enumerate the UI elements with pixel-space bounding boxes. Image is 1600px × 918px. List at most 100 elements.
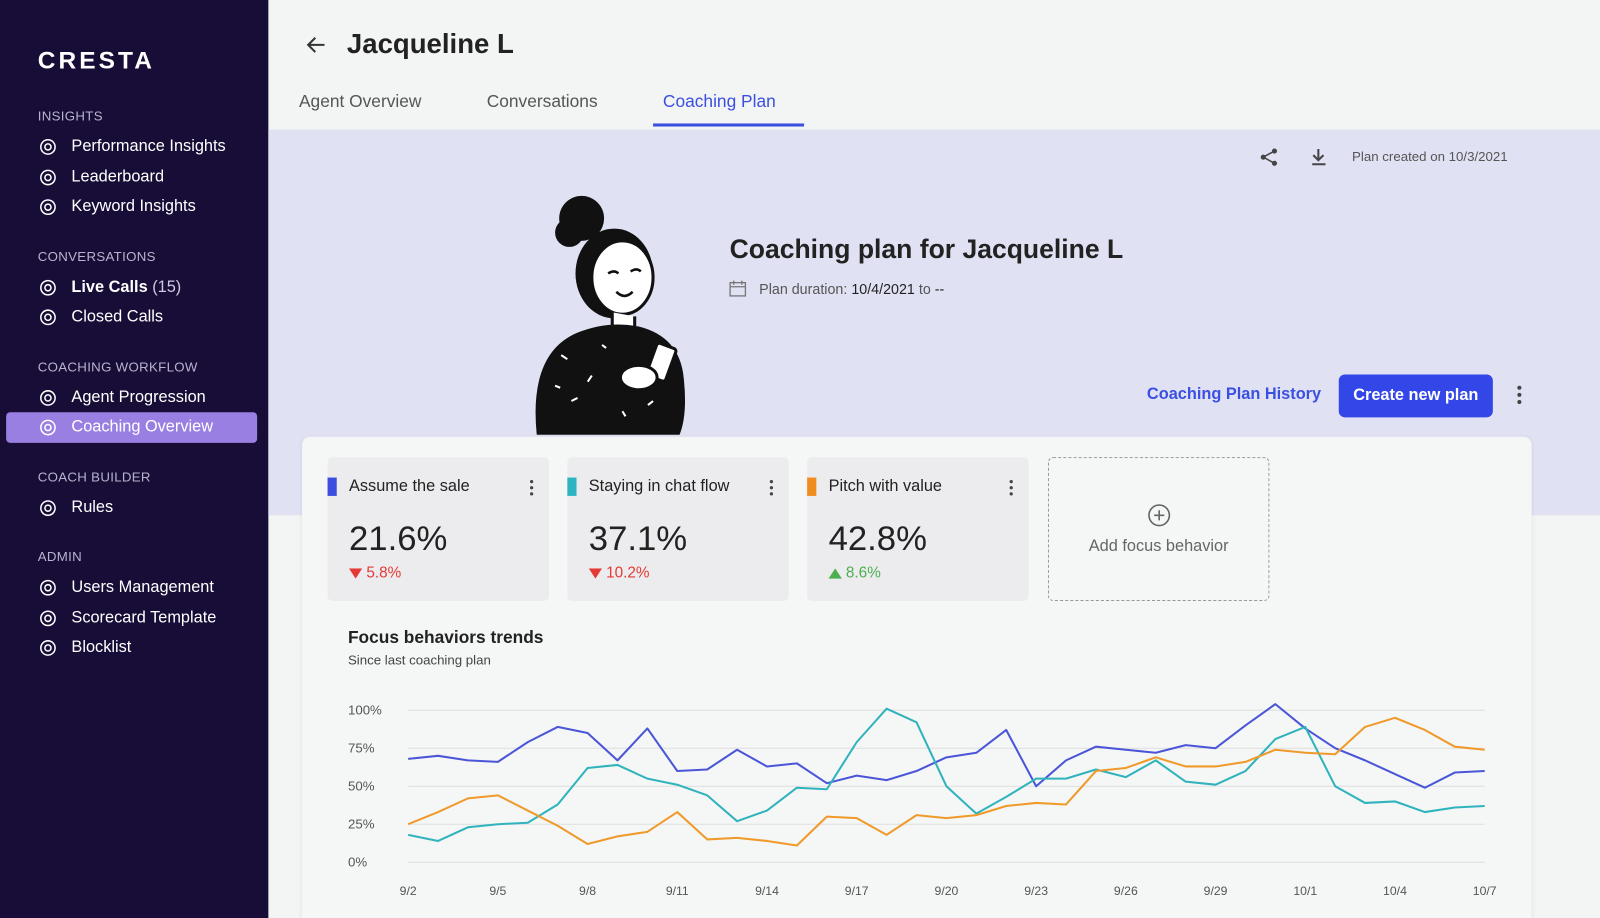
icon-shape	[44, 393, 52, 402]
history-link[interactable]: Coaching Plan History	[1146, 385, 1322, 404]
nav-label: Users Management	[71, 578, 214, 596]
nav-item[interactable]: Keyword Insights	[6, 192, 257, 222]
x-tick-label: 9/29	[1204, 884, 1228, 898]
x-tick-label: 9/17	[845, 884, 869, 898]
y-tick-label: 25%	[348, 816, 375, 831]
icon-shape	[44, 173, 52, 181]
nav-item[interactable]: Performance Insights	[6, 132, 257, 162]
metric-card: Staying in chat flow 37.1% 10.2%	[567, 457, 789, 602]
create-button[interactable]: Create new plan	[1338, 374, 1493, 418]
metric-arrow	[348, 568, 363, 579]
y-tick-label: 75%	[348, 740, 375, 755]
metric-value: 37.1%	[588, 519, 688, 559]
nav-icon	[40, 309, 56, 326]
nav-label: Performance Insights	[71, 137, 226, 156]
icon-shape	[44, 614, 52, 622]
icon-shape	[40, 389, 56, 406]
nav-section-title: CONVERSATIONS	[37, 248, 156, 264]
nav-item[interactable]: Agent Progression	[6, 382, 257, 412]
plan-title: Coaching plan for Jacqueline L	[729, 233, 1124, 265]
icon-shape	[40, 139, 56, 155]
x-tick-label: 10/4	[1383, 884, 1407, 898]
icon-shape	[44, 313, 52, 322]
nav-item[interactable]: Scorecard Template	[6, 603, 257, 633]
trend-line	[408, 703, 1485, 789]
metric-menu	[769, 479, 774, 496]
nav-section-title: INSIGHTS	[37, 108, 103, 124]
calendar-icon	[729, 280, 747, 297]
x-tick-label: 9/5	[489, 884, 506, 898]
icon-shape	[44, 583, 52, 592]
nav-label: Agent Progression	[71, 388, 206, 406]
duration-label: Plan duration:	[759, 280, 848, 297]
dot	[769, 486, 774, 490]
nav-icon	[40, 139, 56, 155]
nav-item[interactable]: Users Management	[6, 572, 257, 602]
nav-item[interactable]: Leaderboard	[6, 162, 257, 192]
icon-shape	[40, 279, 56, 296]
more-menu[interactable]	[1512, 385, 1526, 407]
arrow-shape	[588, 568, 603, 579]
icon-shape	[40, 309, 56, 326]
x-tick-label: 9/2	[400, 884, 417, 898]
metric-change: 10.2%	[606, 564, 650, 582]
tab[interactable]: Conversations	[486, 91, 598, 112]
metric-color	[327, 477, 337, 496]
nav-section-title: COACHING WORKFLOW	[37, 358, 198, 374]
dot	[1009, 479, 1013, 484]
metric-card: Assume the sale 21.6% 5.8%	[327, 457, 549, 602]
nav-section: ADMIN Users Management Scorecard Template B…	[0, 549, 268, 663]
back-button[interactable]	[304, 33, 328, 57]
metric-menu	[529, 479, 534, 496]
nav-section: COACH BUILDER Rules	[0, 469, 268, 523]
nav-icon	[40, 279, 56, 296]
nav-section-title: COACH BUILDER	[37, 468, 151, 485]
nav-label: Leaderboard	[71, 167, 165, 186]
nav-icon	[40, 499, 56, 516]
dot	[1009, 492, 1013, 496]
dot	[769, 492, 774, 496]
download-icon[interactable]	[1309, 147, 1329, 167]
nav-item[interactable]: Blocklist	[6, 633, 257, 663]
tabs: Agent Overview Conversations Coaching Plan	[299, 90, 841, 127]
nav-icon	[40, 389, 56, 406]
nav-label: Live Calls	[71, 278, 148, 296]
tab[interactable]: Coaching Plan	[652, 90, 804, 127]
metric-name: Staying in chat flow	[588, 477, 730, 495]
nav-section: INSIGHTS Performance Insights Leaderboard K…	[0, 108, 268, 222]
dot	[529, 486, 534, 490]
icon-shape	[44, 143, 52, 151]
share-icon[interactable]	[1259, 147, 1279, 167]
dot	[1009, 486, 1013, 490]
x-tick-label: 9/8	[579, 884, 596, 898]
metric-name: Assume the sale	[348, 477, 470, 495]
metric-name: Pitch with value	[828, 477, 943, 495]
metric-arrow	[588, 568, 603, 579]
nav-item[interactable]: Live Calls (15)	[6, 272, 257, 302]
icon-shape	[40, 169, 56, 185]
illustration	[535, 195, 686, 435]
add-focus[interactable]: Add focus behavior	[1047, 457, 1270, 602]
nav-item[interactable]: Closed Calls	[6, 302, 257, 332]
nav-label: Closed Calls	[71, 308, 164, 326]
nav-item[interactable]: Rules	[6, 492, 257, 522]
dot	[529, 479, 534, 484]
tab[interactable]: Agent Overview	[298, 91, 422, 112]
chart-title: Focus behaviors trends	[348, 627, 543, 647]
nav-icon	[40, 640, 56, 656]
x-tick-label: 9/20	[935, 884, 959, 898]
dot	[529, 492, 534, 496]
sidebar: CRESTA INSIGHTS Performance Insights Leade…	[0, 0, 269, 918]
icon-shape	[44, 503, 52, 512]
duration-to: to	[918, 280, 931, 297]
icon-shape	[40, 499, 56, 516]
metric-arrow	[828, 568, 842, 579]
nav-item[interactable]: Coaching Overview	[6, 412, 258, 443]
icon-shape	[44, 203, 52, 211]
x-tick-label: 9/26	[1114, 884, 1138, 898]
metric-value: 21.6%	[348, 519, 448, 559]
x-tick-label: 9/23	[1024, 884, 1048, 898]
nav: INSIGHTS Performance Insights Leaderboard K…	[0, 108, 268, 689]
metric-menu	[1009, 479, 1013, 496]
